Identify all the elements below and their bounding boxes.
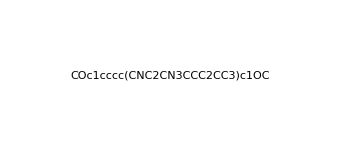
Text: COc1cccc(CNC2CN3CCC2CC3)c1OC: COc1cccc(CNC2CN3CCC2CC3)c1OC xyxy=(70,71,270,81)
